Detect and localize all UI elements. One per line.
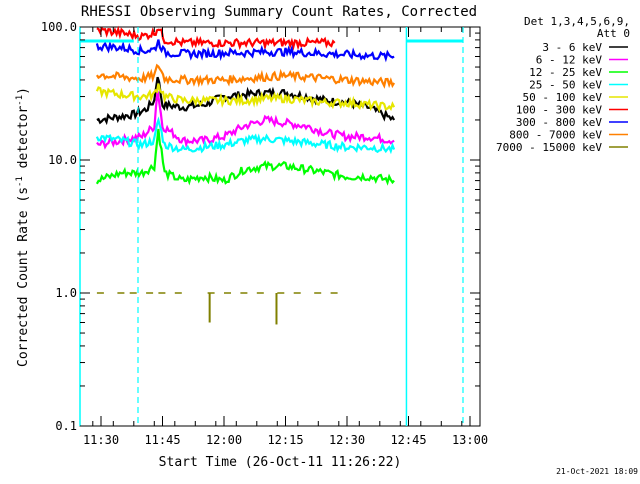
overlay-layer — [79, 27, 464, 426]
series-line — [95, 116, 396, 155]
legend-label: 25 - 50 keV — [529, 79, 602, 92]
x-tick-label: 11:45 — [144, 433, 180, 447]
series-line — [96, 76, 396, 126]
y-tick-label: 1.0 — [55, 286, 77, 300]
y-axis-label-end: ) — [16, 87, 31, 95]
legend-label: 800 - 7000 keV — [509, 129, 602, 142]
series-layer — [95, 25, 396, 325]
legend-label: 6 - 12 keV — [536, 54, 603, 67]
y-tick-label: 10.0 — [48, 153, 77, 167]
y-axis-label-exponent-1: -1 — [15, 176, 25, 187]
y-axis-label-main: Corrected Count Rate (s — [16, 187, 31, 367]
x-tick-label: 12:30 — [329, 433, 365, 447]
legend-label: 3 - 6 keV — [542, 41, 602, 54]
legend-label: 50 - 100 keV — [523, 91, 603, 104]
chart-title: RHESSI Observing Summary Count Rates, Co… — [81, 4, 477, 20]
series-line — [95, 39, 395, 63]
series-line — [95, 128, 395, 186]
legend-title-attenuator: Att 0 — [597, 27, 630, 40]
x-axis: 11:30 11:45 12:00 12:15 12:30 12:45 13:00 — [83, 27, 488, 447]
series-line — [95, 63, 396, 89]
generated-timestamp: 21-Oct-2021 18:09 — [556, 467, 638, 476]
y-axis-label-exponent-2: -1 — [15, 95, 25, 106]
x-tick-label: 13:00 — [452, 433, 488, 447]
y-tick-label: 0.1 — [55, 419, 77, 433]
series-line — [95, 83, 396, 113]
x-tick-label: 12:15 — [267, 433, 303, 447]
x-axis-label: Start Time (26-Oct-11 11:26:22) — [159, 455, 402, 470]
legend-label: 100 - 300 keV — [516, 104, 602, 117]
y-axis: 100.0 10.0 1.0 0.1 — [41, 20, 480, 433]
y-axis-label: Corrected Count Rate (s-1 detector-1) — [15, 87, 31, 367]
legend-title-detectors: Det 1,3,4,5,6,9, — [524, 15, 630, 28]
y-axis-label-mid: detector — [16, 106, 31, 177]
legend-label: 7000 - 15000 keV — [496, 141, 602, 154]
series-line — [96, 25, 336, 52]
x-tick-label: 11:30 — [83, 433, 119, 447]
y-tick-label: 100.0 — [41, 20, 77, 34]
series-line — [96, 91, 395, 150]
x-tick-label: 12:45 — [390, 433, 426, 447]
legend-label: 12 - 25 keV — [529, 66, 602, 79]
x-tick-label: 12:00 — [206, 433, 242, 447]
legend-label: 300 - 800 keV — [516, 116, 602, 129]
